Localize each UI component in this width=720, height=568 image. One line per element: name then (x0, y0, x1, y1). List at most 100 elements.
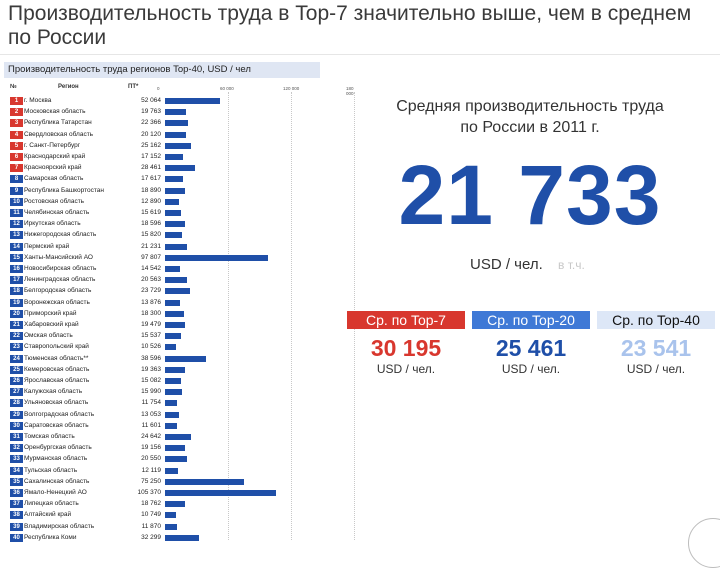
value-label: 22 366 (141, 119, 161, 127)
productivity-bar (165, 344, 177, 351)
table-row: 36 Ямало-Ненецкий АО 105 370 (10, 488, 310, 498)
rank-badge: 3 (10, 119, 23, 128)
value-label: 32 299 (141, 533, 161, 541)
value-label: 13 053 (141, 410, 161, 418)
region-name: Калужская область (24, 388, 83, 396)
top40-label: Ср. по Top-40 (597, 311, 715, 329)
region-name: Хабаровский край (24, 321, 79, 328)
region-name: Ростовская область (24, 197, 85, 205)
average-productivity-value: 21 733 (398, 148, 662, 242)
value-label: 19 479 (141, 321, 161, 328)
productivity-bar (165, 310, 185, 317)
rank-badge: 6 (10, 153, 23, 161)
region-name: Омская область (24, 332, 73, 340)
value-label: 18 762 (141, 500, 161, 508)
productivity-bar (165, 333, 182, 340)
value-label: 15 537 (141, 332, 161, 340)
table-row: 23 Ставропольский край 10 526 (10, 342, 310, 352)
value-label: 24 642 (141, 433, 161, 440)
table-row: 26 Ярославская область 15 082 (10, 376, 310, 386)
table-row: 35 Сахалинская область 75 250 (10, 477, 310, 487)
table-row: 10 Ростовская область 12 890 (10, 197, 310, 207)
value-label: 105 370 (137, 489, 162, 496)
value-label: 19 156 (141, 444, 161, 452)
rank-badge: 25 (10, 365, 23, 374)
rank-badge: 7 (10, 164, 23, 173)
region-name: Республика Коми (24, 533, 77, 541)
rank-badge: 34 (10, 466, 23, 475)
region-name: Тульская область (24, 466, 78, 474)
region-name: г. Москва (24, 97, 52, 104)
productivity-bar (165, 534, 199, 541)
value-label: 15 082 (141, 377, 161, 384)
rank-badge: 36 (10, 489, 23, 497)
rank-badge: 5 (10, 141, 23, 150)
top7-value: 30 195 (370, 335, 442, 361)
productivity-bar (165, 187, 185, 194)
chart-title: Производительность труда регионов Top-40… (4, 62, 320, 78)
value-label: 25 162 (141, 141, 161, 149)
title-divider (0, 54, 720, 55)
summary-caption: Средняя производительность труда по Росс… (360, 96, 700, 138)
summary-caption-line2: по России в 2011 г. (460, 119, 600, 136)
rank-badge: 27 (10, 388, 23, 397)
productivity-bar (165, 288, 190, 295)
rank-badge: 2 (10, 108, 23, 117)
region-name: Владимирская область (24, 522, 95, 530)
region-name: Волгоградская область (24, 410, 95, 418)
value-label: 15 990 (141, 388, 161, 396)
region-productivity-chart: Производительность труда регионов Top-40… (4, 62, 355, 542)
productivity-bar (165, 366, 186, 373)
table-row: 20 Приморский край 18 300 (10, 309, 310, 319)
region-name: Саратовская область (24, 421, 89, 429)
productivity-bar (165, 422, 178, 429)
region-name: Кемеровская область (24, 365, 90, 373)
top7-label: Ср. по Top-7 (347, 311, 465, 329)
region-name: Свердловская область (24, 130, 94, 138)
table-row: 27 Калужская область 15 990 (10, 387, 310, 397)
column-header-region: Регион (58, 84, 79, 90)
region-name: Приморский край (24, 309, 77, 317)
productivity-bar (165, 98, 220, 104)
table-row: 31 Томская область 24 642 (10, 432, 310, 442)
table-row: 19 Воронежская область 13 876 (10, 298, 310, 308)
productivity-bar (165, 232, 182, 239)
productivity-bar (165, 221, 185, 228)
unit-note: в т.ч. (558, 258, 585, 272)
table-row: 21 Хабаровский край 19 479 (10, 320, 310, 330)
rank-badge: 32 (10, 444, 23, 453)
productivity-bar (165, 501, 185, 508)
rank-badge: 19 (10, 298, 23, 307)
region-name: Иркутская область (24, 220, 81, 228)
rank-badge: 8 (10, 175, 23, 184)
value-label: 18 890 (141, 186, 161, 194)
region-name: Белгородская область (24, 287, 92, 295)
productivity-bar (165, 490, 276, 496)
table-row: 39 Владимирская область 11 870 (10, 522, 310, 532)
rank-badge: 38 (10, 511, 23, 520)
productivity-bar (165, 389, 182, 396)
table-row: 17 Ленинградская область 20 563 (10, 275, 310, 285)
decorative-corner-arc (688, 518, 720, 568)
rank-badge: 31 (10, 433, 23, 441)
value-label: 14 542 (141, 265, 161, 272)
top20-label: Ср. по Top-20 (472, 311, 590, 329)
table-row: 1 г. Москва 52 064 (10, 96, 310, 106)
value-label: 12 890 (141, 197, 161, 205)
rank-badge: 26 (10, 377, 23, 385)
table-row: 14 Пермский край 21 231 (10, 242, 310, 252)
rank-badge: 35 (10, 477, 23, 486)
table-row: 16 Новосибирская область 14 542 (10, 264, 310, 274)
table-row: 2 Московская область 19 763 (10, 107, 310, 117)
table-row: 8 Самарская область 17 617 (10, 174, 310, 184)
value-label: 11 601 (141, 421, 161, 429)
value-label: 13 876 (141, 298, 161, 306)
region-name: Ярославская область (24, 377, 90, 384)
rank-badge: 21 (10, 321, 23, 329)
productivity-bar (165, 299, 180, 306)
top40-value: 23 541 (620, 335, 692, 361)
table-row: 29 Волгоградская область 13 053 (10, 410, 310, 420)
region-name: Сахалинская область (24, 477, 90, 485)
value-label: 17 617 (141, 175, 161, 183)
region-name: Томская область (24, 433, 75, 440)
